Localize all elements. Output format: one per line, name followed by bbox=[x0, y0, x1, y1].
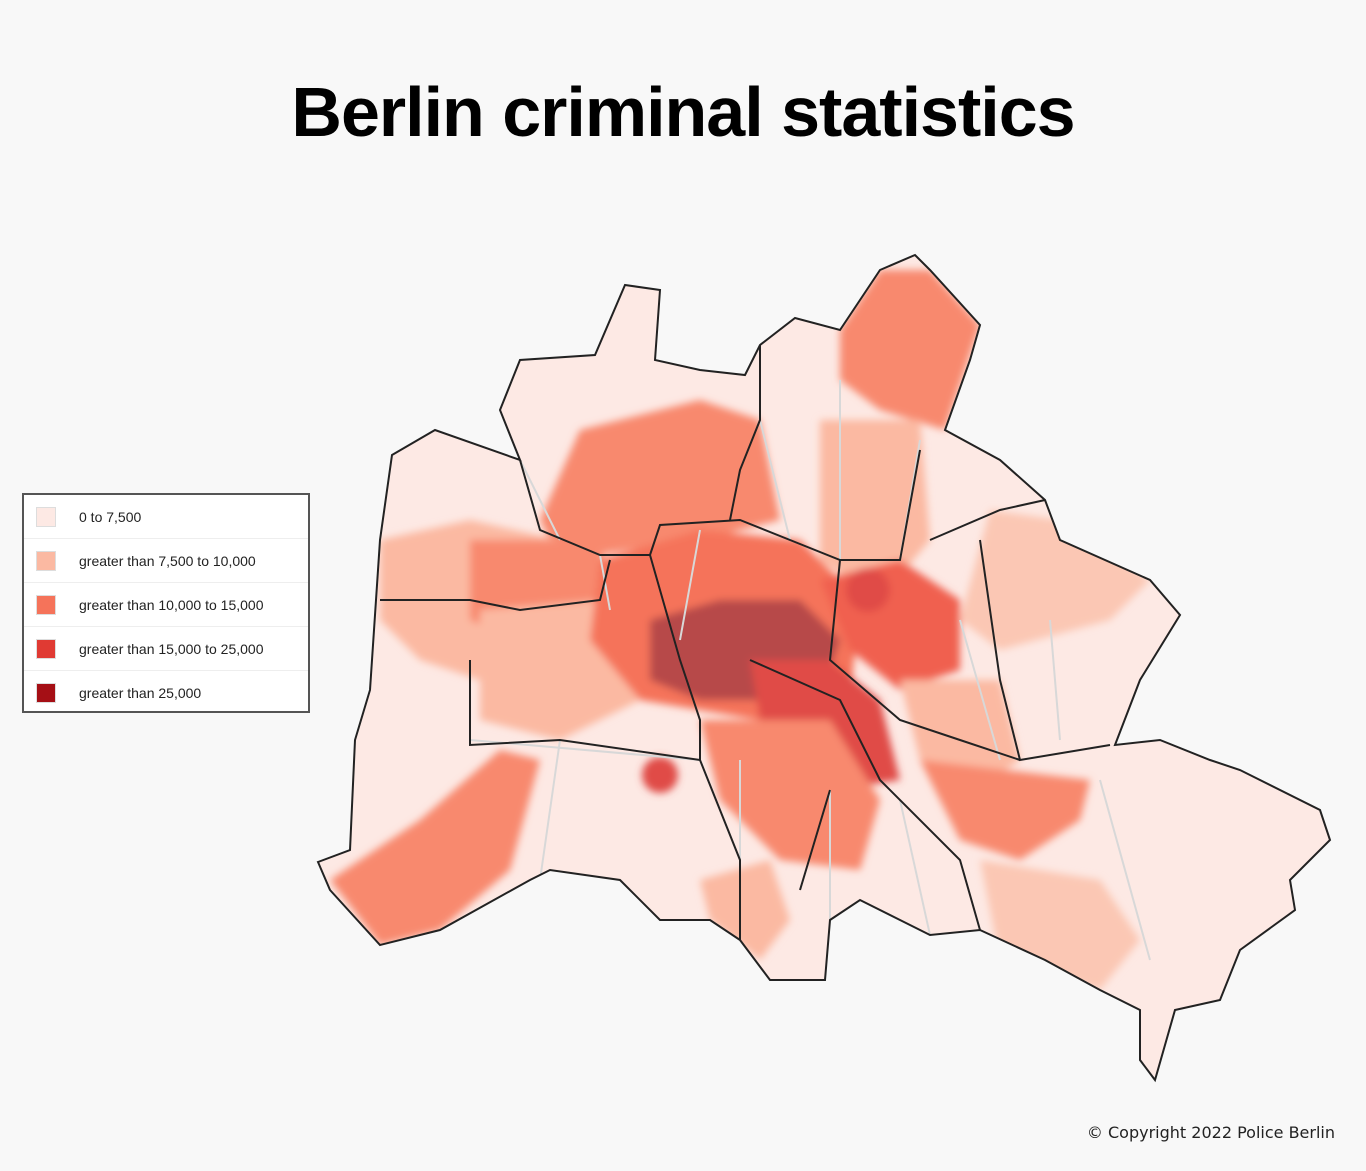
city-outline bbox=[316, 253, 1332, 1083]
legend-item: greater than 25,000 bbox=[24, 671, 308, 714]
legend-label: 0 to 7,500 bbox=[79, 508, 142, 525]
legend-label: greater than 7,500 to 10,000 bbox=[79, 552, 256, 569]
legend-label: greater than 10,000 to 15,000 bbox=[79, 596, 264, 613]
copyright: © Copyright 2022 Police Berlin bbox=[1086, 1123, 1335, 1142]
legend-label: greater than 25,000 bbox=[79, 684, 202, 701]
borough-borders bbox=[380, 345, 1111, 940]
district-fills bbox=[330, 270, 1150, 990]
legend-item: 0 to 7,500 bbox=[24, 495, 308, 539]
legend-item: greater than 15,000 to 25,000 bbox=[24, 627, 308, 671]
legend-swatch bbox=[36, 506, 56, 527]
legend-item: greater than 7,500 to 10,000 bbox=[24, 539, 308, 583]
legend-swatch bbox=[36, 550, 56, 571]
title: Berlin criminal statistics bbox=[291, 73, 1075, 151]
legend: 0 to 7,500 greater than 7,500 to 10,000 gr… bbox=[22, 493, 310, 713]
legend-item: greater than 10,000 to 15,000 bbox=[24, 583, 308, 627]
legend-swatch bbox=[36, 638, 56, 659]
legend-swatch bbox=[36, 594, 56, 615]
legend-swatch bbox=[36, 682, 56, 703]
legend-label: greater than 15,000 to 25,000 bbox=[79, 640, 264, 657]
